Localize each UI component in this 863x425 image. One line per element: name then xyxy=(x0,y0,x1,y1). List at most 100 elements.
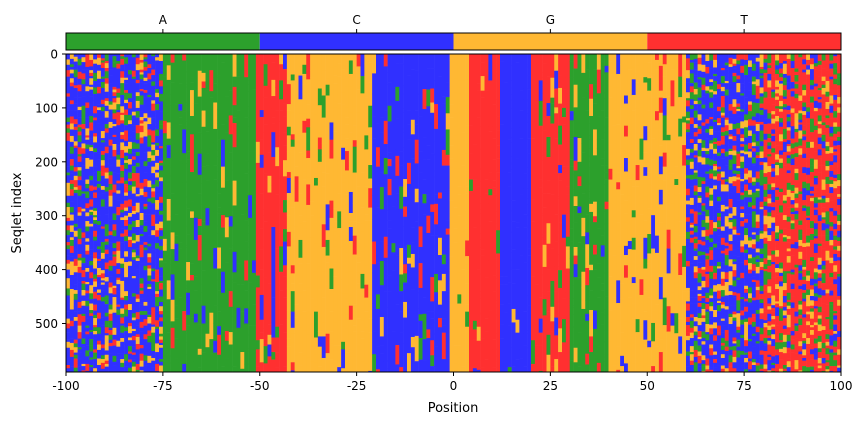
heatmap-cell xyxy=(333,246,338,264)
heatmap-cell xyxy=(414,292,419,316)
heatmap-cell xyxy=(310,141,315,169)
heatmap-cell xyxy=(108,171,113,176)
heatmap-cell xyxy=(170,54,175,63)
heatmap-cell xyxy=(159,306,164,312)
heatmap-cell xyxy=(457,194,462,216)
heatmap-cell xyxy=(283,103,288,117)
heatmap-cell xyxy=(337,54,342,64)
heatmap-cell xyxy=(631,122,636,131)
heatmap-cell xyxy=(112,236,117,244)
heatmap-cell xyxy=(639,294,644,303)
heatmap-cell xyxy=(550,306,555,317)
heatmap-cell xyxy=(108,212,113,219)
heatmap-cell xyxy=(100,165,106,173)
heatmap-cell xyxy=(616,172,621,183)
heatmap-cell xyxy=(639,198,644,215)
heatmap-cell xyxy=(151,81,156,87)
heatmap-cell xyxy=(143,305,148,312)
heatmap-cell xyxy=(403,179,408,198)
heatmap-cell xyxy=(174,305,179,319)
heatmap-cell xyxy=(329,122,334,140)
heatmap-cell xyxy=(372,93,377,117)
heatmap-cell xyxy=(658,97,664,114)
heatmap-cell xyxy=(186,247,191,263)
heatmap-cell xyxy=(616,73,621,89)
heatmap-cell xyxy=(550,211,555,226)
heatmap-cell xyxy=(151,184,156,189)
heatmap-cell xyxy=(77,238,82,245)
heatmap-cell xyxy=(511,200,516,222)
heatmap-cell xyxy=(139,74,144,80)
heatmap-cell xyxy=(290,74,295,81)
heatmap-cell xyxy=(314,114,319,131)
heatmap-cell xyxy=(337,63,342,77)
heatmap-cell xyxy=(693,157,698,165)
heatmap-cell xyxy=(604,172,609,180)
heatmap-cell xyxy=(108,329,113,336)
heatmap-cell xyxy=(97,355,102,359)
heatmap-cell xyxy=(143,127,148,132)
heatmap-cell xyxy=(104,281,109,285)
heatmap-cell xyxy=(705,119,710,124)
heatmap-cell xyxy=(240,238,245,266)
heatmap-cell xyxy=(383,120,388,145)
heatmap-cell xyxy=(701,175,706,178)
heatmap-cell xyxy=(275,238,280,249)
heatmap-cell xyxy=(379,345,385,354)
heatmap-cell xyxy=(593,97,598,104)
heatmap-cell xyxy=(317,246,323,268)
heatmap-cell xyxy=(441,213,447,233)
heatmap-cell xyxy=(112,256,117,264)
heatmap-cell xyxy=(689,354,695,358)
heatmap-cell xyxy=(484,233,489,252)
heatmap-cell xyxy=(155,140,160,144)
heatmap-cell xyxy=(232,341,237,367)
heatmap-cell xyxy=(93,262,98,269)
heatmap-cell xyxy=(259,339,264,363)
heatmap-cell xyxy=(449,281,454,301)
heatmap-cell xyxy=(93,223,98,232)
heatmap-cell xyxy=(558,260,563,271)
heatmap-cell xyxy=(69,212,75,215)
heatmap-cell xyxy=(542,77,547,87)
heatmap-cell xyxy=(69,326,75,331)
heatmap-cell xyxy=(465,326,470,345)
heatmap-cell xyxy=(662,308,667,326)
heatmap-cell xyxy=(635,239,640,265)
heatmap-cell xyxy=(170,167,175,194)
heatmap-cell xyxy=(577,277,582,296)
heatmap-cell xyxy=(403,216,408,227)
heatmap-cell xyxy=(279,178,284,200)
heatmap-cell xyxy=(85,363,90,368)
heatmap-cell xyxy=(515,108,520,123)
heatmap-cell xyxy=(647,110,652,131)
heatmap-cell xyxy=(492,260,497,276)
heatmap-cell xyxy=(569,228,574,242)
heatmap-cell xyxy=(69,86,75,93)
heatmap-cell xyxy=(317,313,323,332)
heatmap-cell xyxy=(678,181,683,194)
heatmap-cell xyxy=(337,169,342,194)
heatmap-cell xyxy=(705,98,710,103)
heatmap-cell xyxy=(201,195,206,205)
heatmap-cell xyxy=(112,102,117,110)
heatmap-cell xyxy=(472,347,478,369)
heatmap-cell xyxy=(604,126,609,151)
heatmap-cell xyxy=(329,99,334,110)
heatmap-cell xyxy=(147,317,152,324)
heatmap-cell xyxy=(585,54,590,70)
heatmap-cell xyxy=(697,331,702,338)
heatmap-cell xyxy=(143,203,148,207)
heatmap-cell xyxy=(73,352,78,356)
heatmap-cell xyxy=(139,69,144,73)
heatmap-cell xyxy=(639,325,644,351)
heatmap-cell xyxy=(445,252,450,260)
heatmap-cell xyxy=(116,273,121,278)
heatmap-cell xyxy=(89,84,94,88)
heatmap-cell xyxy=(128,93,133,99)
heatmap-cell xyxy=(445,228,450,235)
heatmap-cell xyxy=(81,119,86,125)
heatmap-cell xyxy=(689,164,695,170)
heatmap-cell xyxy=(310,111,315,128)
heatmap-cell xyxy=(407,75,412,94)
